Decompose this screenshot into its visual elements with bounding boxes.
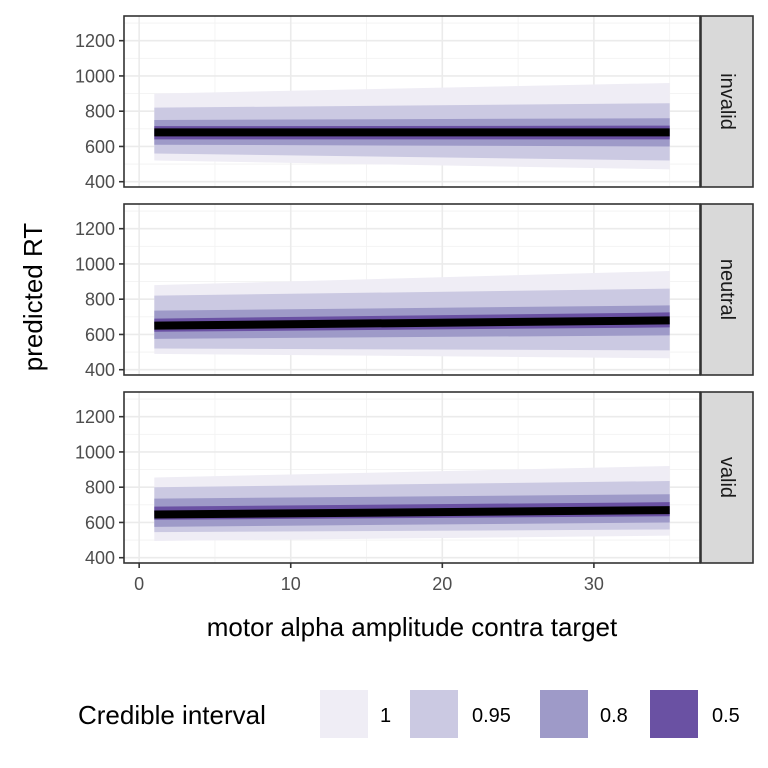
y-tick-label: 1000 — [75, 66, 115, 86]
y-tick-label: 1200 — [75, 407, 115, 427]
x-axis-title: motor alpha amplitude contra target — [207, 612, 618, 642]
legend-key-0-8 — [540, 690, 588, 738]
facet-label-invalid: invalid — [716, 73, 738, 130]
x-tick-label: 30 — [584, 574, 604, 594]
legend-label-0-8: 0.8 — [600, 705, 628, 727]
facet-strip — [700, 391, 754, 564]
panel-invalid: 400 600 800 1000 1200 invalid — [75, 15, 754, 192]
legend-title: Credible interval — [78, 700, 266, 730]
facet-label-neutral: neutral — [716, 259, 738, 320]
panels: 400 600 800 1000 1200 invalid 400 600 800 1000 120… — [75, 15, 754, 568]
legend-label-0-5: 0.5 — [712, 705, 740, 727]
y-tick-label: 400 — [85, 548, 115, 568]
panel-border — [123, 391, 701, 564]
y-tick-label: 400 — [85, 172, 115, 192]
legend-key-0-5 — [650, 690, 698, 738]
legend-label-1: 1 — [380, 705, 391, 727]
median-line — [154, 506, 670, 519]
x-tick-label: 10 — [281, 574, 301, 594]
y-axis-title: predicted RT — [18, 223, 48, 371]
y-tick-label: 1000 — [75, 254, 115, 274]
y-tick-label: 800 — [85, 478, 115, 498]
y-tick-label: 400 — [85, 360, 115, 380]
legend: Credible interval 1 0.95 0.8 0.5 — [78, 690, 740, 738]
x-tick-label: 0 — [134, 574, 144, 594]
y-tick-label: 600 — [85, 325, 115, 345]
median-line — [154, 316, 670, 330]
y-tick-label: 800 — [85, 102, 115, 122]
panel-border — [123, 15, 701, 188]
facet-strip — [700, 15, 754, 188]
legend-key-0-95 — [410, 690, 458, 738]
facet-label-valid: valid — [716, 457, 738, 498]
panel-border — [123, 203, 701, 376]
y-tick-label: 1200 — [75, 31, 115, 51]
y-tick-label: 1200 — [75, 219, 115, 239]
y-tick-label: 1000 — [75, 442, 115, 462]
legend-key-1 — [320, 690, 368, 738]
y-tick-label: 600 — [85, 137, 115, 157]
panel-neutral: 400 600 800 1000 1200 neutral — [75, 203, 754, 380]
legend-label-0-95: 0.95 — [472, 705, 511, 727]
facet-strip — [700, 203, 754, 376]
y-tick-label: 600 — [85, 513, 115, 533]
x-tick-label: 20 — [432, 574, 452, 594]
x-axis: 0 10 20 30 — [134, 563, 604, 594]
y-tick-label: 800 — [85, 290, 115, 310]
panel-valid: 400 600 800 1000 1200 valid — [75, 391, 754, 568]
